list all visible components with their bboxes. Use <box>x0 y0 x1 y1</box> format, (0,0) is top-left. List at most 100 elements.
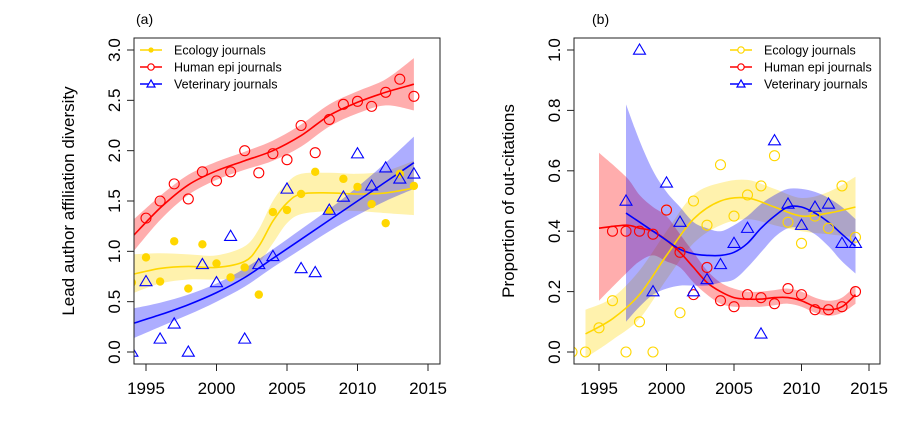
data-point-human <box>647 228 659 240</box>
legend-label: Human epi journals <box>764 61 872 75</box>
data-point-ecology <box>325 206 334 216</box>
data-point-veterinary <box>364 178 379 191</box>
data-point-ecology <box>593 322 605 334</box>
data-point-ecology <box>714 159 727 171</box>
fit-line-ecology <box>585 196 856 335</box>
data-point-human <box>225 166 237 178</box>
data-point-human <box>606 225 619 237</box>
data-point-veterinary <box>265 249 280 262</box>
data-point-ecology <box>268 207 278 217</box>
data-point-ecology <box>647 346 659 358</box>
data-point-veterinary <box>350 146 365 159</box>
data-point-ecology <box>134 278 137 287</box>
data-point-ecology <box>795 237 808 249</box>
data-point-human <box>809 304 821 316</box>
data-point-veterinary <box>808 199 822 212</box>
data-point-veterinary <box>713 257 728 270</box>
data-point-human <box>822 304 835 316</box>
data-point-ecology <box>822 222 835 234</box>
data-point-ecology <box>579 346 592 358</box>
data-point-ecology <box>674 307 686 319</box>
fit-line-human <box>134 83 415 237</box>
data-point-veterinary <box>294 261 309 274</box>
data-point-ecology <box>198 240 207 249</box>
data-point-veterinary <box>835 236 849 249</box>
data-point-ecology <box>141 253 151 262</box>
data-point-ecology <box>574 346 578 358</box>
y-tick-label: 0.8 <box>545 99 564 123</box>
data-point-human <box>674 246 686 258</box>
confidence-bands <box>134 58 414 339</box>
data-point-human <box>267 148 279 160</box>
y-tick-label: 0.2 <box>545 280 564 304</box>
x-tick-label: 2010 <box>783 379 821 398</box>
y-tick-label: 0.5 <box>105 290 124 314</box>
data-point-veterinary <box>223 229 238 241</box>
data-point-human <box>295 119 307 132</box>
data-point-ecology <box>212 259 221 268</box>
x-tick-label: 2015 <box>850 379 888 398</box>
panel-label-b: (b) <box>592 11 609 27</box>
legend-marker <box>735 78 747 88</box>
x-tick-label: 2015 <box>409 379 447 398</box>
fit-line-ecology <box>134 187 415 275</box>
data-point-human <box>768 298 781 310</box>
data-point-veterinary <box>727 236 741 249</box>
data-point-veterinary <box>378 160 393 173</box>
data-point-ecology <box>687 195 700 207</box>
fit-line-veterinary <box>625 205 857 257</box>
confidence-band-ecology <box>585 176 856 358</box>
data-point-ecology <box>353 182 362 192</box>
y-tick-label: 2.5 <box>105 89 124 113</box>
data-point-human <box>154 195 166 207</box>
y-tick-label: 0.6 <box>545 159 564 183</box>
data-point-human <box>660 204 673 216</box>
legend-item-human: Human epi journals <box>140 61 282 75</box>
panel-label-a: (a) <box>136 11 153 27</box>
legend-b: Ecology journals Human epi journals Veteri… <box>730 44 872 92</box>
data-point-ecology <box>620 346 632 358</box>
x-tick-label: 2005 <box>715 379 753 398</box>
data-point-ecology <box>226 273 235 282</box>
y-tick-label: 3.0 <box>105 38 124 62</box>
data-point-ecology <box>170 237 179 246</box>
data-point-human <box>366 100 378 112</box>
fit-lines <box>134 83 415 324</box>
data-point-veterinary <box>195 257 210 270</box>
data-point-ecology <box>782 216 794 228</box>
data-point-veterinary <box>619 193 633 206</box>
legend-marker <box>737 46 745 54</box>
legend-item-human: Human epi journals <box>730 61 872 75</box>
legend-item-ecology: Ecology journals <box>730 44 856 58</box>
legend-label: Ecology journals <box>764 44 856 58</box>
y-tick-label: 0.0 <box>105 340 124 364</box>
data-point-ecology <box>409 181 419 191</box>
data-point-veterinary <box>181 344 196 357</box>
data-point-veterinary <box>336 189 351 202</box>
data-point-human <box>210 175 223 187</box>
data-points <box>134 73 421 357</box>
plot-frame <box>573 37 881 365</box>
data-point-veterinary <box>134 348 139 357</box>
data-point-ecology <box>849 231 862 243</box>
data-point-veterinary <box>646 284 660 297</box>
data-point-ecology <box>836 180 848 192</box>
data-point-ecology <box>311 167 320 177</box>
x-tick-label: 2000 <box>648 379 686 398</box>
data-point-ecology <box>741 189 754 201</box>
data-point-human <box>795 289 808 301</box>
data-point-human <box>633 225 646 237</box>
data-point-veterinary <box>280 181 294 194</box>
data-point-veterinary <box>632 42 647 55</box>
data-point-human <box>140 212 152 224</box>
data-point-veterinary <box>251 257 266 270</box>
confidence-band-veterinary <box>134 136 414 339</box>
data-point-ecology <box>282 205 292 215</box>
legend-marker <box>148 47 154 53</box>
x-tick-label: 1995 <box>580 379 618 398</box>
data-point-veterinary <box>659 175 674 188</box>
axes: 1995 2000 2005 2010 2015 0.0 0.5 1.0 1.5 2.0 2.5 3.… <box>105 37 447 398</box>
confidence-band-human <box>599 152 856 316</box>
data-point-ecology <box>768 150 781 162</box>
